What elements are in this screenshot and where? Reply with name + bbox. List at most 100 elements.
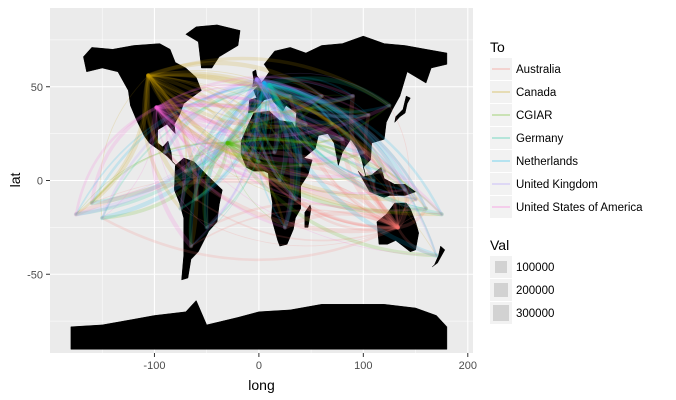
flow-arc bbox=[241, 84, 271, 154]
flow-arc bbox=[256, 78, 284, 181]
y-tick-label: 50 bbox=[31, 82, 43, 94]
legend-key bbox=[490, 196, 512, 218]
flow-arc bbox=[245, 77, 261, 164]
flow-arc bbox=[256, 78, 385, 172]
flow-arc bbox=[202, 141, 230, 230]
flow-arc bbox=[205, 84, 271, 229]
flow-arc bbox=[252, 83, 271, 164]
flow-arc bbox=[268, 83, 303, 167]
legend-label: Australia bbox=[516, 64, 561, 76]
flow-arc bbox=[154, 105, 366, 163]
flow-arc bbox=[262, 81, 443, 216]
flow-arc bbox=[155, 83, 292, 109]
flow-arc bbox=[256, 72, 390, 106]
legend-key bbox=[490, 173, 512, 195]
flow-arc bbox=[253, 78, 297, 201]
flow-arc bbox=[227, 142, 275, 155]
flow-arc bbox=[262, 81, 418, 202]
flow-arc bbox=[100, 141, 230, 220]
flow-arc bbox=[255, 77, 428, 211]
flow-arc bbox=[256, 78, 307, 125]
flow-arc bbox=[226, 137, 417, 201]
flow-arc bbox=[155, 83, 370, 116]
legend-label: Germany bbox=[516, 133, 564, 145]
flow-arc bbox=[225, 140, 429, 214]
flow-arc bbox=[395, 187, 409, 230]
flow-arc bbox=[227, 126, 343, 144]
flow-arc bbox=[259, 82, 276, 154]
legend-val: Val 100000 200000 300000 bbox=[490, 237, 554, 324]
flow-arc bbox=[262, 81, 366, 155]
flow-arc bbox=[146, 73, 407, 192]
flow-arc bbox=[184, 83, 271, 173]
flow-arc bbox=[203, 80, 267, 230]
flow-arc bbox=[225, 141, 245, 155]
flow-arc bbox=[146, 74, 276, 154]
flow-arc bbox=[155, 106, 407, 195]
flow-arc bbox=[90, 141, 229, 204]
flow-arc bbox=[190, 209, 399, 247]
flow-arc bbox=[155, 107, 208, 228]
flow-arc bbox=[147, 75, 244, 153]
flow-arc bbox=[383, 170, 401, 228]
flow-arc bbox=[195, 78, 258, 201]
flow-arc bbox=[154, 93, 324, 125]
flow-arc bbox=[226, 141, 250, 160]
flow-arc bbox=[155, 106, 427, 212]
flow-arc bbox=[254, 77, 356, 104]
flow-arc bbox=[262, 81, 386, 173]
legend-size-label: 200000 bbox=[516, 285, 554, 297]
flow-arc bbox=[155, 106, 287, 229]
flow-arc bbox=[146, 74, 355, 114]
legend-size-swatch bbox=[494, 283, 508, 297]
flow-arc bbox=[267, 83, 355, 104]
legend-val-title: Val bbox=[490, 237, 509, 253]
land-greenland bbox=[185, 24, 241, 69]
flow-arc bbox=[156, 104, 375, 181]
world-landmass bbox=[70, 24, 448, 350]
land-uk bbox=[252, 69, 262, 88]
legend-key bbox=[490, 150, 512, 172]
flow-arc bbox=[189, 81, 266, 248]
flow-arc bbox=[262, 81, 308, 126]
flow-arc bbox=[146, 73, 199, 249]
flow-arc bbox=[147, 75, 209, 228]
flow-arc bbox=[298, 163, 400, 230]
flow-arc bbox=[268, 84, 416, 200]
flow-arc bbox=[227, 94, 354, 144]
flow-arc bbox=[267, 82, 444, 217]
flow-arc bbox=[288, 94, 400, 230]
flow-arc bbox=[261, 80, 439, 258]
flow-arc bbox=[320, 95, 399, 229]
flow-arc bbox=[179, 142, 229, 210]
flow-arc bbox=[268, 82, 322, 97]
land-south-america bbox=[174, 157, 223, 281]
flow-arc bbox=[227, 142, 286, 228]
flow-arc bbox=[184, 163, 400, 230]
flow-arc bbox=[241, 151, 400, 229]
x-tick-label: 100 bbox=[354, 360, 372, 372]
flow-arc bbox=[162, 77, 259, 155]
land-north-america bbox=[83, 43, 202, 166]
flow-arc bbox=[225, 93, 293, 146]
flow-arc bbox=[75, 142, 228, 215]
flow-arc bbox=[226, 94, 323, 145]
x-tick-label: 200 bbox=[459, 360, 477, 372]
flow-arc bbox=[227, 142, 406, 196]
flow-arc bbox=[180, 78, 258, 209]
flow-arc bbox=[154, 105, 199, 202]
flow-arc bbox=[272, 150, 400, 230]
flow-arc bbox=[73, 178, 400, 230]
flow-arc bbox=[155, 75, 355, 109]
flow-arc bbox=[155, 106, 260, 163]
flow-arc bbox=[362, 151, 399, 229]
flow-arc bbox=[225, 106, 371, 146]
flow-arc bbox=[146, 73, 444, 217]
flow-arc bbox=[91, 175, 399, 228]
flow-arc bbox=[179, 81, 266, 210]
flow-arc bbox=[372, 179, 400, 229]
y-axis-title: lat bbox=[7, 173, 23, 188]
flow-arc bbox=[255, 76, 323, 97]
flow-arc bbox=[163, 83, 272, 155]
flow-arc bbox=[155, 106, 302, 168]
